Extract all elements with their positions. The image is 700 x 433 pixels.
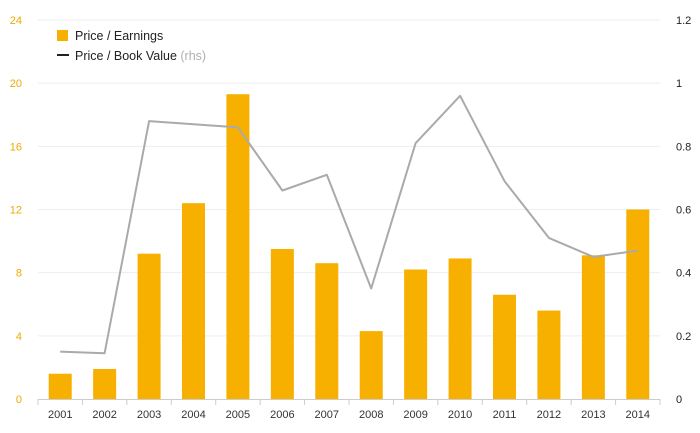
left-tick-label: 16 (10, 141, 22, 153)
x-tick-label-2001: 2001 (48, 409, 72, 421)
left-tick-label: 8 (16, 268, 22, 280)
x-tick-label-2010: 2010 (448, 409, 472, 421)
bar-2010 (448, 258, 472, 399)
x-tick-label-2005: 2005 (226, 409, 250, 421)
x-tick-label-2003: 2003 (137, 409, 161, 421)
left-tick-label: 4 (16, 331, 22, 343)
legend-label-pb: Price / Book Value (rhs) (75, 49, 206, 63)
bar-2005 (226, 94, 250, 400)
x-tick-label-2009: 2009 (403, 409, 427, 421)
bar-2006 (270, 248, 294, 399)
x-tick-label-2014: 2014 (626, 409, 650, 421)
legend: Price / Earnings Price / Book Value (rhs… (57, 29, 206, 63)
x-tick-label-2002: 2002 (92, 409, 116, 421)
left-tick-label: 12 (10, 205, 22, 217)
right-tick-label: 0.6 (676, 205, 691, 217)
legend-label-pe: Price / Earnings (75, 29, 163, 43)
bar-2008 (359, 331, 383, 399)
bar-2002 (93, 368, 117, 399)
right-tick-label: 0.2 (676, 331, 691, 343)
right-tick-label: 0.4 (676, 268, 691, 280)
bar-2011 (493, 294, 516, 399)
legend-label-pb-name: Price / Book Value (75, 49, 177, 63)
right-tick-label: 0.8 (676, 141, 691, 153)
left-tick-label: 0 (16, 394, 22, 406)
bar-2009 (404, 269, 428, 399)
x-tick-label-2008: 2008 (359, 409, 383, 421)
bar-2012 (537, 310, 561, 399)
left-tick-label: 20 (10, 78, 22, 90)
x-tick-label-2007: 2007 (315, 409, 339, 421)
bar-2013 (581, 255, 605, 399)
x-tick-label-2006: 2006 (270, 409, 294, 421)
right-tick-label: 1 (676, 78, 682, 90)
left-axis-ticks: 0 4 8 12 16 20 24 (10, 15, 22, 406)
bar-2007 (315, 263, 339, 399)
bar-2003 (137, 253, 161, 399)
x-tick-label-2013: 2013 (581, 409, 605, 421)
x-tick-label-2012: 2012 (537, 409, 561, 421)
legend-swatch-pe (57, 30, 68, 41)
right-axis-ticks: 0 0.2 0.4 0.6 0.8 1 1.2 (676, 15, 691, 406)
x-tick-label-2011: 2011 (493, 409, 517, 421)
legend-label-pb-suffix: (rhs) (180, 49, 206, 63)
right-tick-label: 0 (676, 394, 682, 406)
right-tick-label: 1.2 (676, 15, 691, 27)
x-tick-label-2004: 2004 (181, 409, 205, 421)
pb-line (60, 94, 638, 355)
left-tick-label: 24 (10, 15, 22, 27)
bar-2004 (182, 203, 205, 399)
x-axis-ticks: 2001 2002 2003 2004 2005 2006 2007 2008 2009 2010… (37, 399, 661, 421)
bar-2014 (626, 209, 650, 399)
grid-lines (38, 19, 660, 337)
bar-2001 (48, 373, 72, 399)
pb-series-line (60, 94, 638, 355)
pe-bars (48, 94, 650, 400)
